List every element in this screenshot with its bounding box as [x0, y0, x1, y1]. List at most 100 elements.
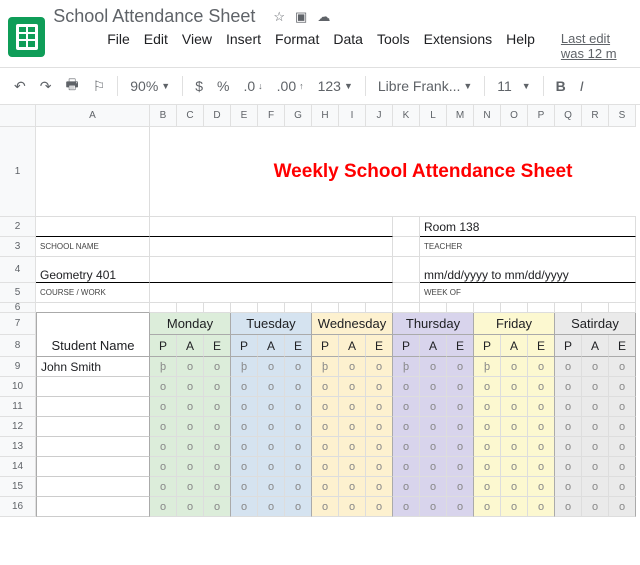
col-header[interactable]: J	[366, 105, 393, 127]
menu-format[interactable]: Format	[269, 29, 325, 63]
attendance-cell[interactable]: o	[204, 497, 231, 517]
col-header[interactable]: M	[447, 105, 474, 127]
attendance-cell[interactable]: o	[420, 477, 447, 497]
col-header[interactable]: O	[501, 105, 528, 127]
attendance-cell[interactable]: o	[501, 397, 528, 417]
attendance-cell[interactable]: o	[528, 497, 555, 517]
attendance-cell[interactable]: o	[582, 457, 609, 477]
star-icon[interactable]: ☆	[273, 9, 285, 25]
attendance-cell[interactable]: o	[609, 497, 636, 517]
attendance-cell[interactable]: o	[366, 437, 393, 457]
attendance-cell[interactable]: o	[393, 457, 420, 477]
number-format-select[interactable]: 123▼	[314, 76, 357, 96]
attendance-cell[interactable]: o	[258, 477, 285, 497]
attendance-cell[interactable]: o	[231, 457, 258, 477]
cloud-icon[interactable]: ☁	[317, 9, 330, 25]
attendance-cell[interactable]: o	[474, 397, 501, 417]
student-name-cell[interactable]	[36, 457, 150, 477]
attendance-cell[interactable]: o	[501, 357, 528, 377]
attendance-cell[interactable]: o	[501, 497, 528, 517]
attendance-cell[interactable]: o	[258, 497, 285, 517]
attendance-cell[interactable]: þ	[150, 357, 177, 377]
menu-data[interactable]: Data	[327, 29, 369, 63]
attendance-cell[interactable]: o	[528, 377, 555, 397]
attendance-cell[interactable]: o	[366, 397, 393, 417]
paint-format-button[interactable]: ⚐	[89, 76, 110, 97]
attendance-cell[interactable]: o	[447, 357, 474, 377]
col-header[interactable]: B	[150, 105, 177, 127]
attendance-cell[interactable]: o	[447, 437, 474, 457]
attendance-cell[interactable]: o	[204, 397, 231, 417]
attendance-cell[interactable]: o	[366, 457, 393, 477]
attendance-cell[interactable]: o	[555, 417, 582, 437]
student-name-cell[interactable]: John Smith	[36, 357, 150, 377]
attendance-cell[interactable]: o	[609, 417, 636, 437]
attendance-cell[interactable]: o	[366, 497, 393, 517]
attendance-cell[interactable]: o	[555, 477, 582, 497]
attendance-cell[interactable]: o	[150, 397, 177, 417]
attendance-cell[interactable]: o	[339, 437, 366, 457]
attendance-cell[interactable]: o	[582, 417, 609, 437]
attendance-cell[interactable]: o	[528, 457, 555, 477]
attendance-cell[interactable]: o	[609, 397, 636, 417]
attendance-cell[interactable]: o	[177, 377, 204, 397]
attendance-cell[interactable]: o	[393, 397, 420, 417]
attendance-cell[interactable]: o	[150, 457, 177, 477]
col-header[interactable]: Q	[555, 105, 582, 127]
attendance-cell[interactable]: o	[150, 417, 177, 437]
attendance-cell[interactable]: o	[339, 477, 366, 497]
attendance-cell[interactable]: o	[609, 357, 636, 377]
room-cell[interactable]: Room 138	[420, 217, 636, 237]
attendance-cell[interactable]: o	[474, 437, 501, 457]
attendance-cell[interactable]: o	[285, 497, 312, 517]
attendance-cell[interactable]: o	[528, 417, 555, 437]
student-name-cell[interactable]	[36, 377, 150, 397]
dec-decrease-button[interactable]: .0↓	[239, 76, 266, 96]
attendance-cell[interactable]: o	[420, 457, 447, 477]
attendance-cell[interactable]: o	[528, 477, 555, 497]
attendance-cell[interactable]: o	[609, 437, 636, 457]
menu-edit[interactable]: Edit	[138, 29, 174, 63]
attendance-cell[interactable]: o	[258, 417, 285, 437]
attendance-cell[interactable]: o	[447, 377, 474, 397]
attendance-cell[interactable]: þ	[312, 357, 339, 377]
attendance-cell[interactable]: o	[312, 377, 339, 397]
attendance-cell[interactable]: o	[339, 417, 366, 437]
attendance-cell[interactable]: o	[258, 397, 285, 417]
move-icon[interactable]: ▣	[295, 9, 307, 25]
attendance-cell[interactable]: o	[177, 457, 204, 477]
col-header[interactable]: I	[339, 105, 366, 127]
attendance-cell[interactable]: o	[609, 377, 636, 397]
attendance-cell[interactable]: o	[582, 477, 609, 497]
attendance-cell[interactable]: o	[366, 377, 393, 397]
attendance-cell[interactable]: o	[474, 477, 501, 497]
attendance-cell[interactable]: o	[501, 417, 528, 437]
attendance-cell[interactable]: o	[582, 357, 609, 377]
doc-title[interactable]: School Attendance Sheet	[53, 6, 255, 27]
attendance-cell[interactable]: o	[582, 377, 609, 397]
attendance-cell[interactable]: o	[312, 497, 339, 517]
attendance-cell[interactable]: o	[501, 477, 528, 497]
attendance-cell[interactable]: o	[231, 377, 258, 397]
col-header[interactable]: A	[36, 105, 150, 127]
attendance-cell[interactable]: o	[393, 377, 420, 397]
attendance-cell[interactable]: o	[285, 477, 312, 497]
attendance-cell[interactable]: o	[447, 457, 474, 477]
attendance-cell[interactable]: o	[474, 497, 501, 517]
attendance-cell[interactable]: o	[177, 397, 204, 417]
attendance-cell[interactable]: o	[339, 377, 366, 397]
attendance-cell[interactable]: o	[366, 417, 393, 437]
attendance-cell[interactable]: o	[582, 497, 609, 517]
attendance-cell[interactable]: o	[420, 357, 447, 377]
attendance-cell[interactable]: o	[258, 457, 285, 477]
attendance-cell[interactable]: o	[501, 377, 528, 397]
attendance-cell[interactable]: o	[231, 477, 258, 497]
student-name-cell[interactable]	[36, 417, 150, 437]
menu-view[interactable]: View	[176, 29, 218, 63]
undo-button[interactable]: ↶	[10, 76, 30, 97]
school-name-cell[interactable]	[36, 217, 150, 237]
attendance-cell[interactable]: o	[177, 357, 204, 377]
col-header[interactable]: H	[312, 105, 339, 127]
attendance-cell[interactable]: o	[555, 497, 582, 517]
zoom-select[interactable]: 90% ▼	[126, 76, 174, 96]
